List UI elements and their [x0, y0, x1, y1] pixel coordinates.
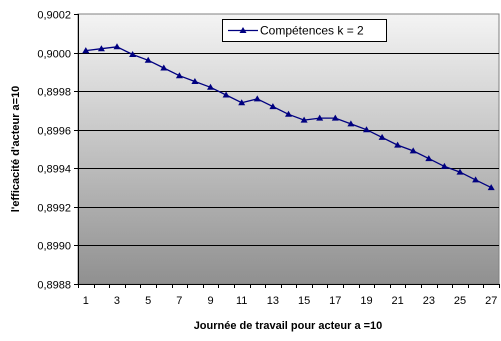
x-axis-title: Journée de travail pour acteur a =10 — [194, 320, 383, 332]
data-point-marker — [300, 116, 308, 123]
data-point-marker — [425, 155, 433, 162]
x-tick-label: 11 — [236, 295, 247, 307]
data-point-marker — [378, 133, 386, 140]
y-tick-label: 0,8990 — [37, 241, 71, 253]
data-point-marker — [160, 64, 168, 71]
data-point-marker — [144, 56, 152, 63]
y-axis-title: l'efficacité d'acteur a=10 — [10, 86, 22, 213]
x-tick-label: 15 — [298, 295, 310, 307]
x-tick-label: 23 — [423, 295, 435, 307]
data-point-marker — [207, 83, 214, 90]
x-tick-label: 7 — [176, 295, 182, 307]
data-point-marker — [409, 147, 417, 154]
data-point-marker — [97, 45, 105, 52]
x-tick-label: 27 — [485, 295, 497, 307]
x-tick-label: 21 — [392, 295, 404, 307]
y-tick-label: 0,8996 — [37, 126, 71, 138]
data-point-marker — [175, 72, 183, 79]
data-point-marker — [456, 168, 464, 175]
y-tick-label: 0,8988 — [37, 280, 71, 292]
legend-box — [222, 19, 387, 42]
gridlines — [78, 53, 499, 246]
x-tick-label: 9 — [207, 295, 213, 307]
x-tick-label: 13 — [267, 295, 279, 307]
legend-label: Compétences k = 2 — [260, 24, 364, 38]
data-point-marker — [347, 120, 355, 127]
data-point-marker — [129, 51, 137, 57]
data-point-marker — [394, 141, 402, 148]
plot-area — [77, 13, 500, 285]
data-point-marker — [238, 99, 246, 106]
data-point-marker — [191, 78, 199, 84]
axes: 0,8988 0,8990 0,8992 0,8994 0,8996 0,8998 0,90… — [37, 10, 500, 307]
data-point-marker — [253, 95, 261, 102]
data-point-marker — [82, 47, 90, 54]
data-point-marker — [269, 103, 277, 110]
series-group — [82, 43, 495, 191]
x-tick-label: 17 — [329, 295, 341, 307]
y-tick-label: 0,9002 — [37, 10, 71, 22]
data-point-marker — [222, 91, 230, 98]
y-tick-label: 0,8994 — [37, 164, 71, 176]
data-point-marker — [113, 43, 121, 50]
data-point-marker — [331, 114, 339, 121]
x-tick-label: 5 — [145, 295, 151, 307]
y-tick-label: 0,8992 — [37, 203, 71, 215]
x-tick-label: 25 — [454, 295, 466, 307]
data-point-marker — [316, 114, 324, 121]
data-point-marker — [472, 176, 480, 183]
legend: Compétences k = 2 — [222, 19, 387, 42]
data-point-marker — [285, 110, 292, 117]
x-tick-label: 19 — [360, 295, 372, 307]
data-point-marker — [363, 126, 370, 133]
data-point-marker — [487, 184, 495, 191]
legend-marker — [239, 27, 247, 33]
y-tick-label: 0,9000 — [37, 49, 71, 61]
x-tick-label: 1 — [83, 295, 89, 307]
data-point-marker — [440, 162, 448, 169]
y-tick-label: 0,8998 — [37, 87, 71, 99]
x-tick-label: 3 — [114, 295, 120, 307]
